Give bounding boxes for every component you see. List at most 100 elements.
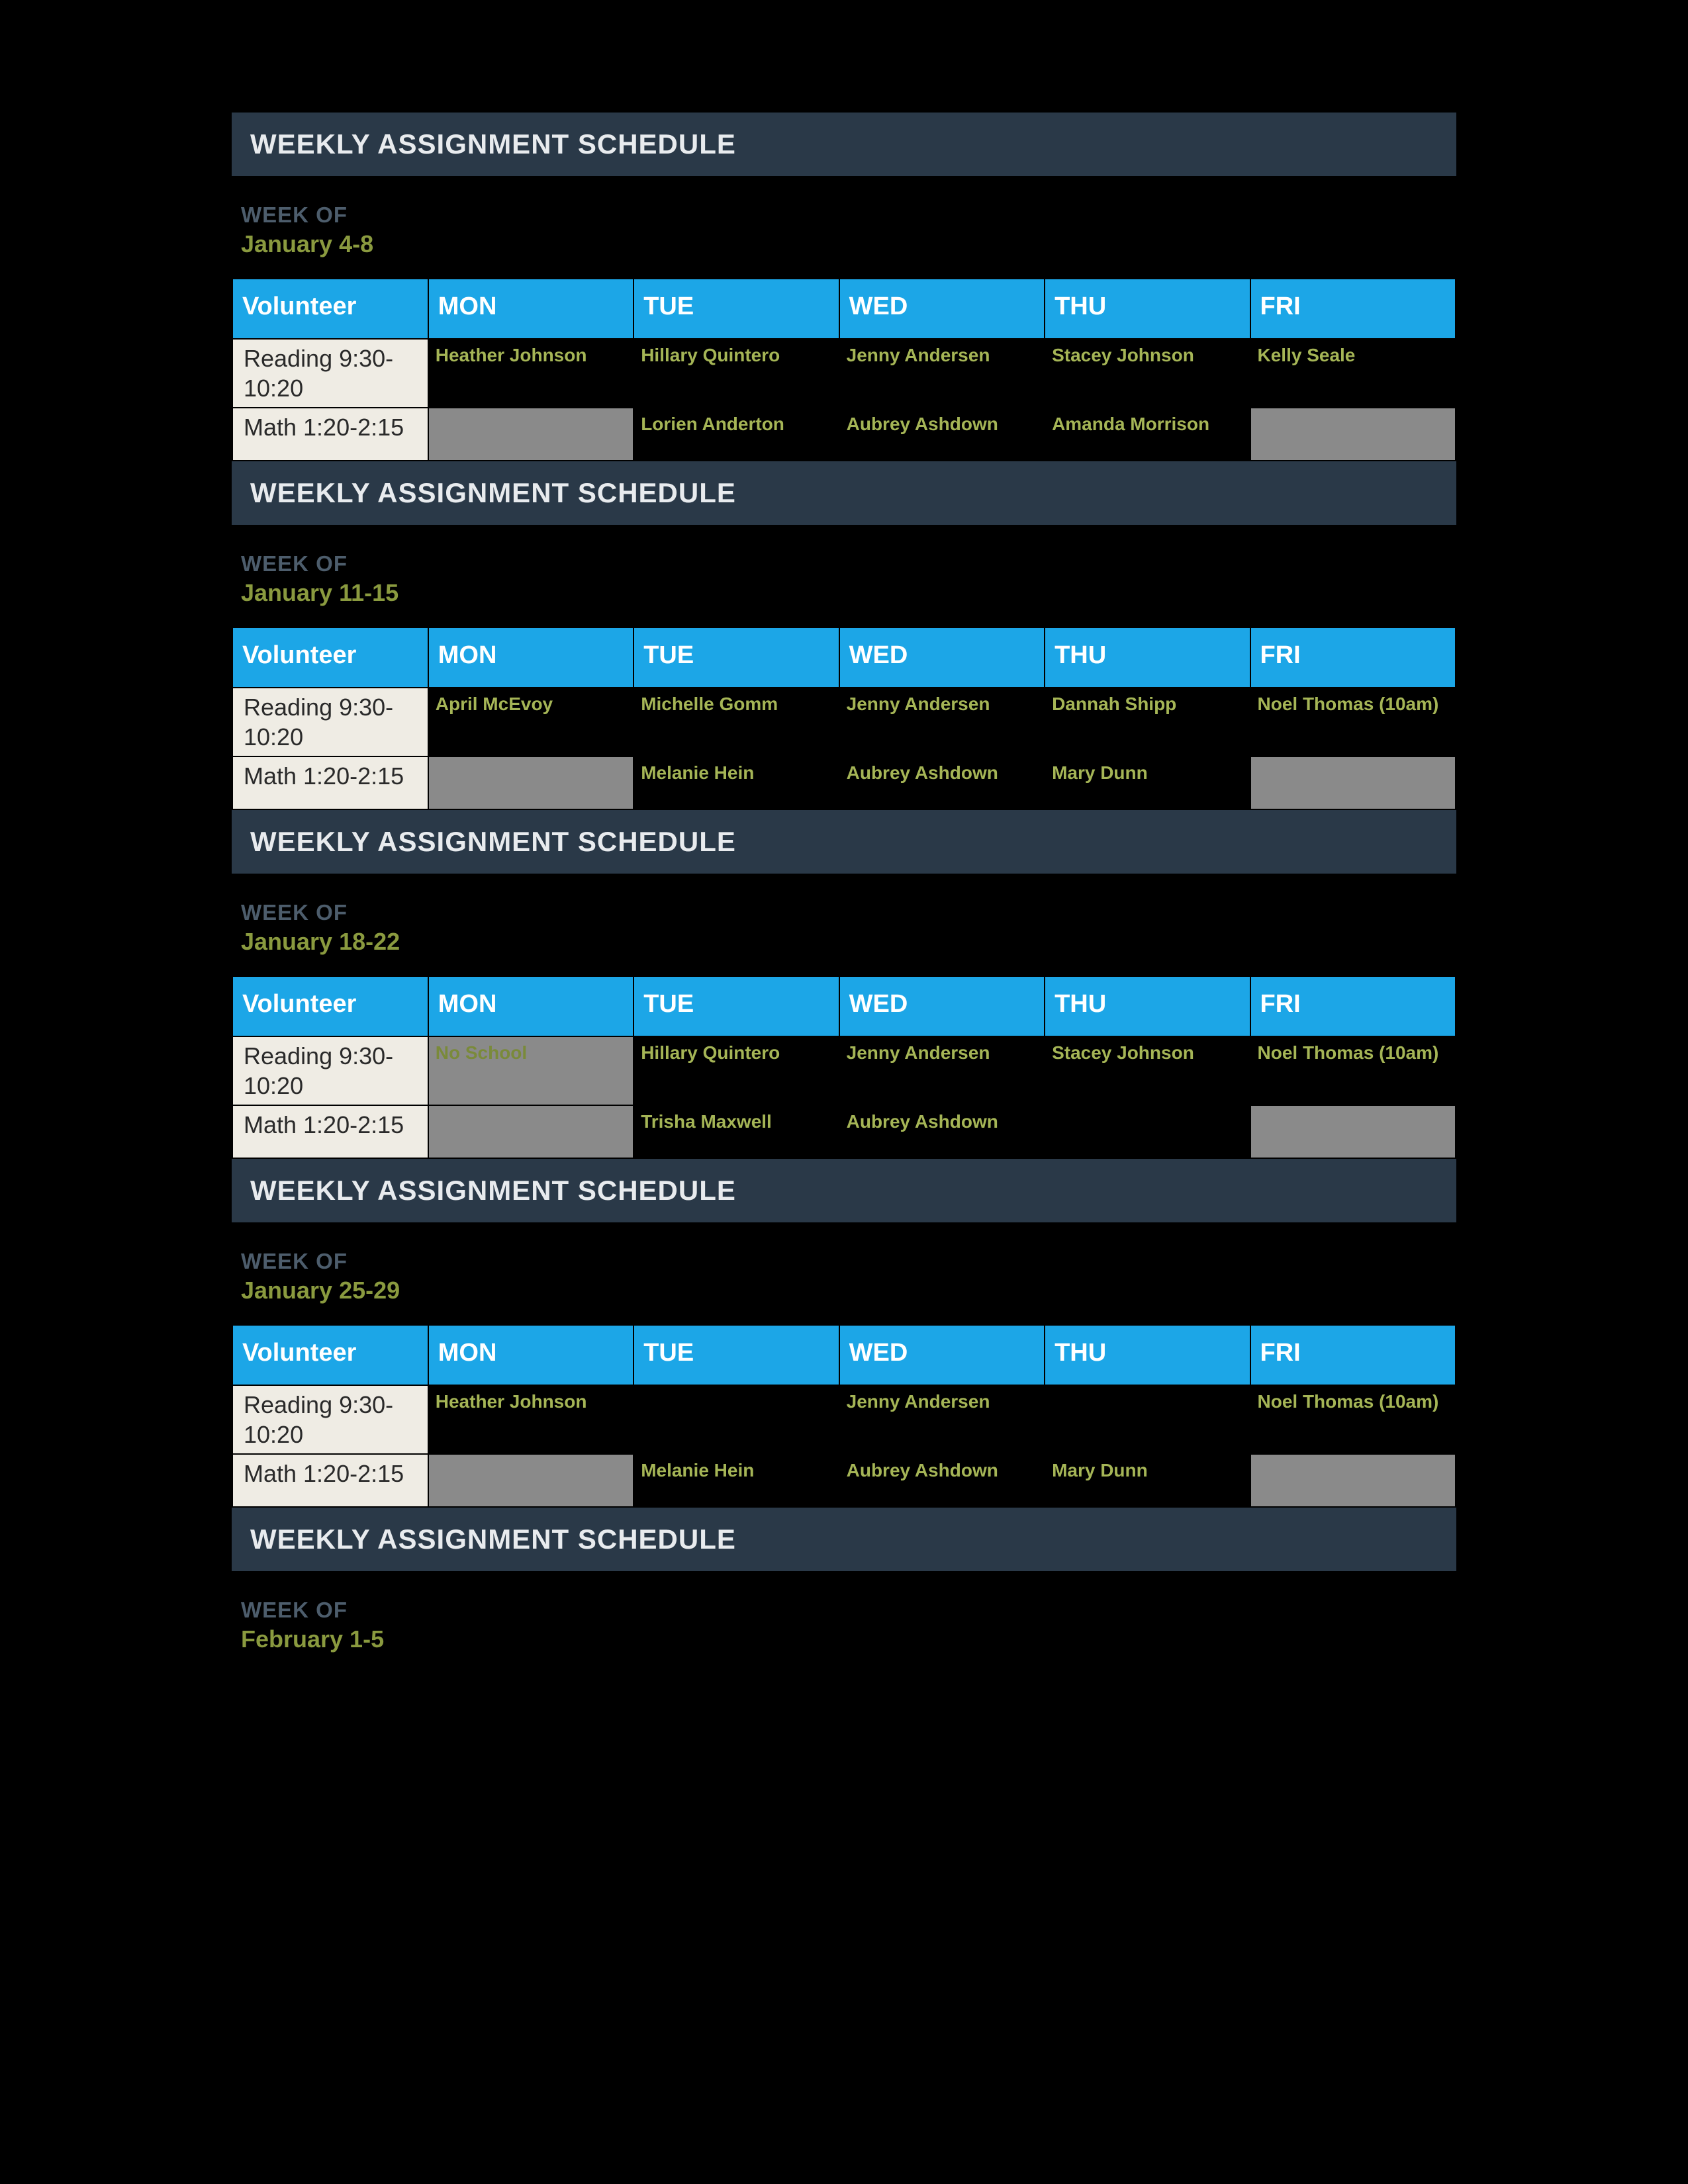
cell: Aubrey Ashdown [840,1106,1044,1158]
row-math: Math 1:20-2:15 Lorien Anderton Aubrey As… [233,408,1455,460]
title-bar: WEEKLY ASSIGNMENT SCHEDULE [232,1508,1456,1571]
row-label-math: Math 1:20-2:15 [233,1455,428,1506]
cell: Aubrey Ashdown [840,1455,1044,1506]
row-label-reading: Reading 9:30-10:20 [233,1386,428,1453]
week-meta: WEEK OF January 4-8 [232,176,1456,278]
week-block: WEEKLY ASSIGNMENT SCHEDULE WEEK OF Febru… [232,1508,1456,1673]
col-fri: FRI [1251,977,1456,1036]
title-bar: WEEKLY ASSIGNMENT SCHEDULE [232,1159,1456,1222]
schedule-table: Volunteer MON TUE WED THU FRI Reading 9:… [232,1324,1456,1508]
col-thu: THU [1045,279,1249,338]
col-thu: THU [1045,628,1249,687]
col-mon: MON [429,977,633,1036]
cell: Lorien Anderton [634,408,838,460]
col-volunteer: Volunteer [233,1326,428,1385]
col-tue: TUE [634,279,838,338]
cell [429,1106,633,1158]
cell: Stacey Johnson [1045,340,1249,407]
cell: Trisha Maxwell [634,1106,838,1158]
row-label-math: Math 1:20-2:15 [233,1106,428,1158]
title-bar: WEEKLY ASSIGNMENT SCHEDULE [232,810,1456,874]
col-mon: MON [429,279,633,338]
week-meta: WEEK OF February 1-5 [232,1571,1456,1673]
col-mon: MON [429,628,633,687]
cell: Hillary Quintero [634,1037,838,1105]
cell: Jenny Andersen [840,688,1044,756]
row-math: Math 1:20-2:15 Melanie Hein Aubrey Ashdo… [233,757,1455,809]
col-thu: THU [1045,1326,1249,1385]
header-row: Volunteer MON TUE WED THU FRI [233,279,1455,338]
cell: Mary Dunn [1045,1455,1249,1506]
cell: No School [429,1037,633,1105]
schedule-table: Volunteer MON TUE WED THU FRI Reading 9:… [232,627,1456,810]
cell: Aubrey Ashdown [840,408,1044,460]
cell [429,1455,633,1506]
week-of-value: February 1-5 [241,1625,1447,1653]
col-fri: FRI [1251,628,1456,687]
cell: Jenny Andersen [840,1386,1044,1453]
cell: Melanie Hein [634,1455,838,1506]
cell: Jenny Andersen [840,1037,1044,1105]
week-of-value: January 25-29 [241,1277,1447,1304]
cell: Amanda Morrison [1045,408,1249,460]
cell [1045,1386,1249,1453]
cell [1251,1106,1456,1158]
col-volunteer: Volunteer [233,977,428,1036]
week-block: WEEKLY ASSIGNMENT SCHEDULE WEEK OF Janua… [232,1159,1456,1508]
header-row: Volunteer MON TUE WED THU FRI [233,977,1455,1036]
week-meta: WEEK OF January 18-22 [232,874,1456,976]
row-label-math: Math 1:20-2:15 [233,757,428,809]
col-wed: WED [840,1326,1044,1385]
week-of-label: WEEK OF [241,203,1447,228]
row-reading: Reading 9:30-10:20 No School Hillary Qui… [233,1037,1455,1105]
cell: Dannah Shipp [1045,688,1249,756]
week-of-label: WEEK OF [241,1249,1447,1274]
cell: Noel Thomas (10am) [1251,688,1456,756]
row-reading: Reading 9:30-10:20 Heather Johnson Jenny… [233,1386,1455,1453]
header-row: Volunteer MON TUE WED THU FRI [233,1326,1455,1385]
col-tue: TUE [634,1326,838,1385]
col-wed: WED [840,628,1044,687]
cell [634,1386,838,1453]
schedule-table: Volunteer MON TUE WED THU FRI Reading 9:… [232,278,1456,461]
row-label-reading: Reading 9:30-10:20 [233,1037,428,1105]
cell: Michelle Gomm [634,688,838,756]
week-of-value: January 4-8 [241,230,1447,258]
row-label-reading: Reading 9:30-10:20 [233,340,428,407]
row-math: Math 1:20-2:15 Melanie Hein Aubrey Ashdo… [233,1455,1455,1506]
col-wed: WED [840,977,1044,1036]
col-volunteer: Volunteer [233,279,428,338]
week-meta: WEEK OF January 25-29 [232,1222,1456,1324]
week-of-value: January 18-22 [241,928,1447,956]
col-fri: FRI [1251,279,1456,338]
cell [429,757,633,809]
week-of-label: WEEK OF [241,1598,1447,1623]
row-label-reading: Reading 9:30-10:20 [233,688,428,756]
cell [1251,757,1456,809]
cell [1045,1106,1249,1158]
cell: Noel Thomas (10am) [1251,1037,1456,1105]
week-of-value: January 11-15 [241,579,1447,607]
schedule-table: Volunteer MON TUE WED THU FRI Reading 9:… [232,976,1456,1159]
header-row: Volunteer MON TUE WED THU FRI [233,628,1455,687]
week-of-label: WEEK OF [241,551,1447,576]
week-block: WEEKLY ASSIGNMENT SCHEDULE WEEK OF Janua… [232,461,1456,810]
cell [1251,1455,1456,1506]
col-thu: THU [1045,977,1249,1036]
col-mon: MON [429,1326,633,1385]
cell [429,408,633,460]
week-of-label: WEEK OF [241,900,1447,925]
col-wed: WED [840,279,1044,338]
cell: April McEvoy [429,688,633,756]
cell: Mary Dunn [1045,757,1249,809]
row-math: Math 1:20-2:15 Trisha Maxwell Aubrey Ash… [233,1106,1455,1158]
week-block: WEEKLY ASSIGNMENT SCHEDULE WEEK OF Janua… [232,113,1456,461]
cell: Noel Thomas (10am) [1251,1386,1456,1453]
row-label-math: Math 1:20-2:15 [233,408,428,460]
col-volunteer: Volunteer [233,628,428,687]
cell: Melanie Hein [634,757,838,809]
cell: Aubrey Ashdown [840,757,1044,809]
cell: Heather Johnson [429,1386,633,1453]
cell: Hillary Quintero [634,340,838,407]
page: WEEKLY ASSIGNMENT SCHEDULE WEEK OF Janua… [0,0,1688,2184]
